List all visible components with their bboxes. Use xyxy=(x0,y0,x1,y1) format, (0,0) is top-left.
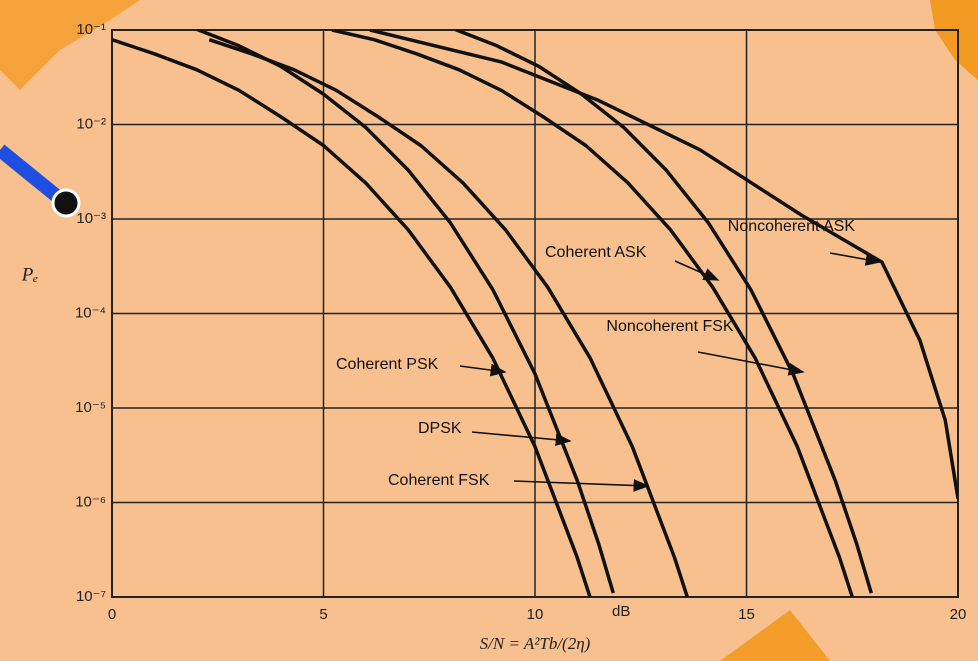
x-tick-label: 5 xyxy=(319,606,327,623)
curve xyxy=(331,30,854,597)
y-tick-label: 10⁻⁵ xyxy=(75,399,106,416)
curve-label: DPSK xyxy=(418,420,462,437)
pen-tip xyxy=(51,188,81,218)
arrow xyxy=(829,252,882,266)
plot-frame xyxy=(111,29,959,598)
arrow xyxy=(459,363,507,377)
y-tick-label: 10⁻⁷ xyxy=(76,588,106,605)
y-tick-label: 10⁻⁴ xyxy=(75,304,106,321)
y-axis-label: Pₑ xyxy=(21,264,39,285)
arrow xyxy=(697,351,805,376)
decoration xyxy=(720,610,830,661)
x-tick-label: 0 xyxy=(108,606,116,623)
x-axis-label: S/N = A²Tb/(2η) xyxy=(480,634,591,653)
arrow xyxy=(471,431,572,447)
y-tick-label: 10⁻² xyxy=(76,115,106,132)
curve-label: Coherent FSK xyxy=(388,472,490,489)
y-tick-label: 10⁻¹ xyxy=(76,21,106,38)
pen-stroke xyxy=(0,144,69,208)
x-tick-label: 20 xyxy=(950,606,967,623)
curve-label: Noncoherent FSK xyxy=(606,318,734,335)
arrow xyxy=(513,479,650,492)
curve-label: Coherent PSK xyxy=(336,356,439,373)
curve-label: Coherent ASK xyxy=(545,244,647,261)
x-tick-label: 10 xyxy=(527,606,544,623)
decoration xyxy=(0,0,140,90)
curve xyxy=(369,30,958,499)
curve xyxy=(453,30,873,594)
curve-label: Noncoherent ASK xyxy=(727,218,855,235)
curve xyxy=(208,38,689,597)
arrow xyxy=(674,260,720,281)
y-tick-label: 10⁻³ xyxy=(76,210,106,227)
x-tick-label: 15 xyxy=(738,606,755,623)
curve xyxy=(112,38,592,597)
decoration xyxy=(930,0,978,80)
x-unit: dB xyxy=(612,603,630,620)
y-tick-label: 10⁻⁶ xyxy=(75,493,106,510)
